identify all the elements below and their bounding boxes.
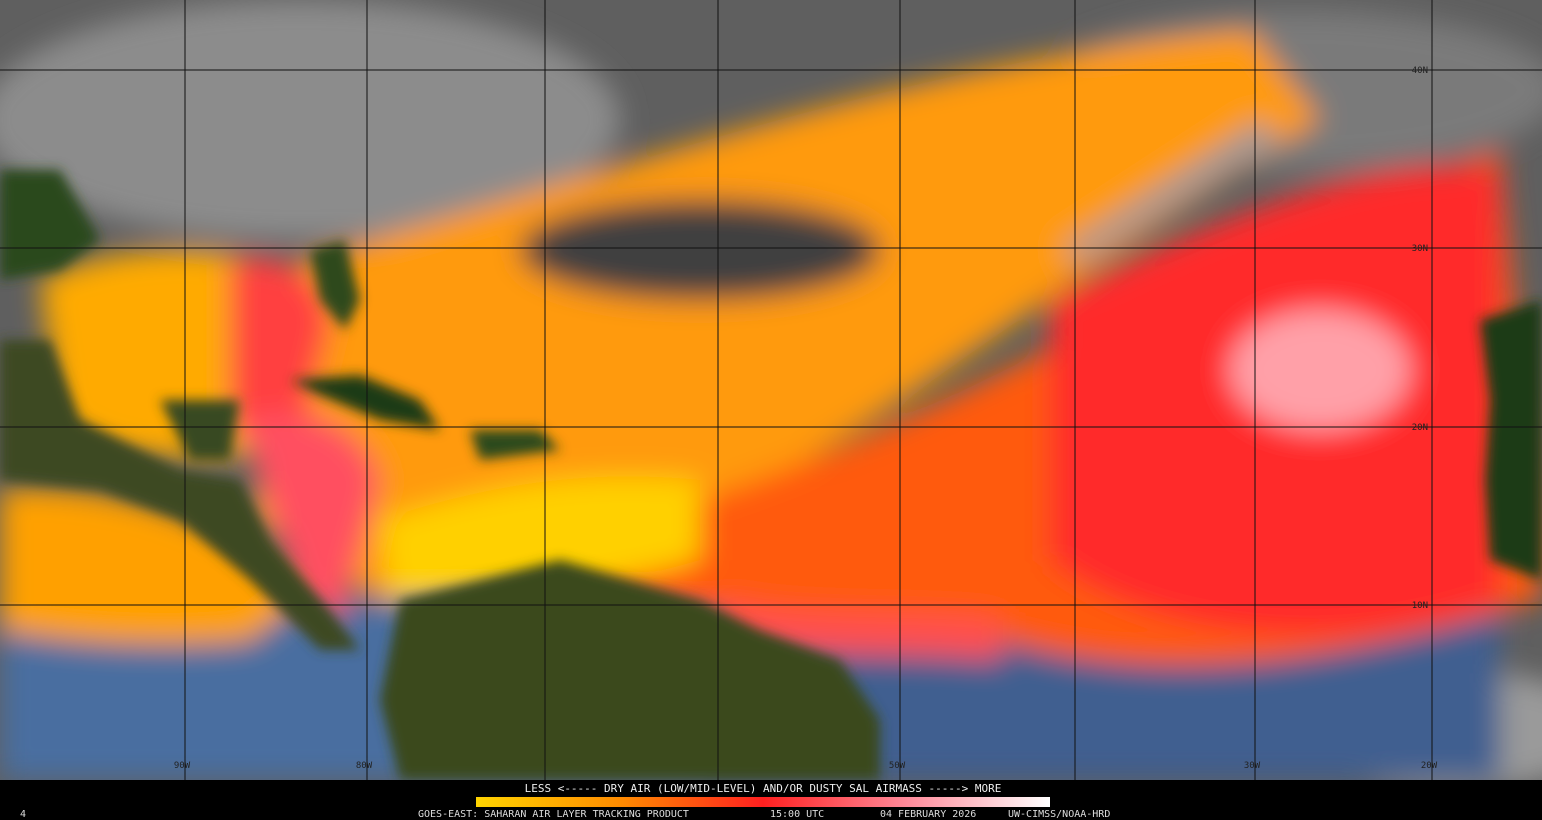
lat-label: 10N [1412,601,1428,611]
lon-label: 50W [889,761,906,771]
credit: UW-CIMSS/NOAA-HRD [1008,809,1110,820]
lon-label: 90W [174,761,191,771]
legend-text: LESS <----- DRY AIR (LOW/MID-LEVEL) AND/… [525,782,1002,795]
graticule [0,0,1542,780]
lat-label: 20N [1412,423,1428,433]
lon-label: 20W [1421,761,1438,771]
date: 04 FEBRUARY 2026 [880,809,976,820]
product-name: GOES-EAST: SAHARAN AIR LAYER TRACKING PR… [418,809,689,820]
time: 15:00 UTC [770,809,824,820]
frame-number: 4 [20,809,26,820]
lat-label: 40N [1412,66,1428,76]
land [0,170,1542,780]
lon-label: 30W [1244,761,1261,771]
lon-label: 80W [356,761,373,771]
lat-label: 30N [1412,244,1428,254]
satellite-image: 40N 30N 20N 10N 90W 80W 50W 30W 20W [0,0,1542,780]
color-bar [476,797,1050,807]
